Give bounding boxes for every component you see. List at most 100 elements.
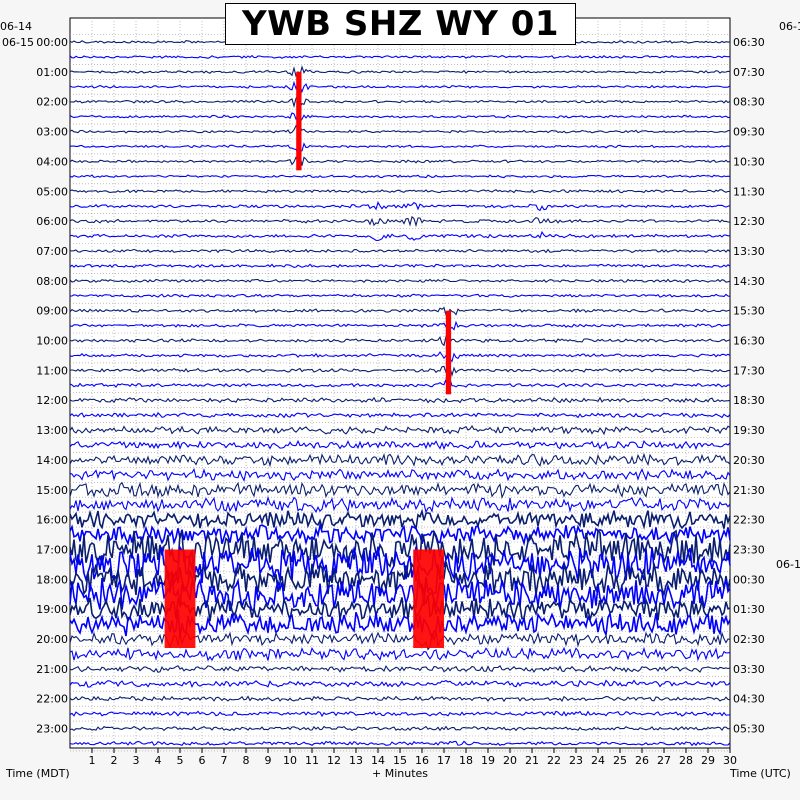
x-tick-label: 13	[349, 754, 363, 767]
left-hour-label: 17:00	[36, 544, 68, 557]
right-hour-label: 21:30	[733, 484, 765, 497]
seismic-trace	[69, 495, 731, 514]
seismic-trace	[69, 54, 730, 59]
seismic-trace	[69, 365, 731, 378]
x-tick-label: 2	[111, 754, 118, 767]
left-hour-label: 01:00	[36, 66, 68, 79]
seismic-trace	[69, 545, 731, 586]
seismic-trace	[69, 174, 731, 179]
seismic-trace	[69, 201, 731, 212]
x-tick-label: 5	[177, 754, 184, 767]
right-hour-label: 20:30	[733, 454, 765, 467]
seismic-trace	[69, 646, 731, 662]
x-tick-label: 15	[393, 754, 407, 767]
title-box: YWB SHZ WY 01	[225, 3, 576, 45]
right-hour-label: 03:30	[733, 663, 765, 676]
x-tick-label: 8	[243, 754, 250, 767]
right-hour-label: 11:30	[733, 185, 765, 198]
clipped-signal	[413, 549, 444, 648]
seismic-traces	[69, 40, 731, 747]
x-tick-label: 7	[221, 754, 228, 767]
right-hour-label: 17:30	[733, 364, 765, 377]
right-hour-label: 19:30	[733, 424, 765, 437]
right-hour-label: 00:30	[733, 573, 765, 586]
seismic-trace	[69, 452, 731, 468]
x-tick-label: 12	[327, 754, 341, 767]
clipped-signal	[164, 549, 196, 648]
seismic-trace	[69, 306, 731, 316]
x-tick-label: 19	[481, 754, 495, 767]
left-hour-label: 13:00	[36, 424, 68, 437]
left-hour-label: 20:00	[36, 633, 68, 646]
seismic-trace	[69, 695, 731, 703]
left-hour-label: 19:00	[36, 603, 68, 616]
seismic-trace	[69, 424, 731, 436]
right-hour-label: 14:30	[733, 275, 765, 288]
right-hour-label: 07:30	[733, 66, 765, 79]
right-hour-labels: 06:30 07:30 08:30 09:30 10:30 11:30 12:30 13:30…	[733, 36, 765, 736]
x-tick-label: 26	[635, 754, 649, 767]
left-date-top: 06-14	[0, 20, 32, 33]
seismic-trace	[69, 467, 731, 482]
right-hour-label: 10:30	[733, 155, 765, 168]
seismic-trace	[69, 263, 731, 269]
seismic-trace	[69, 142, 731, 155]
left-hour-label: 10:00	[36, 335, 68, 348]
left-hour-label: 00:00	[36, 36, 68, 49]
left-axis-title: Time (MDT)	[5, 767, 70, 780]
left-hour-label: 12:00	[36, 394, 68, 407]
x-tick-label: 16	[415, 754, 429, 767]
seismic-trace	[69, 112, 731, 124]
seismic-trace	[69, 351, 731, 363]
seismic-trace	[69, 80, 731, 94]
x-tick-label: 20	[503, 754, 517, 767]
right-hour-label: 06:30	[733, 36, 765, 49]
seismic-trace	[69, 377, 731, 393]
seismic-trace	[69, 725, 731, 732]
seismic-trace	[69, 508, 731, 532]
seismic-trace	[69, 248, 731, 254]
left-hour-labels: 00:00 01:00 02:00 03:00 04:00 05:00 06:00 07:00…	[36, 36, 68, 736]
clipped-signal	[296, 71, 302, 171]
left-hour-label: 22:00	[36, 693, 68, 706]
x-tick-label: 10	[283, 754, 297, 767]
left-hour-label: 18:00	[36, 573, 68, 586]
left-hour-label: 16:00	[36, 514, 68, 527]
left-hour-label: 11:00	[36, 364, 68, 377]
x-tick-label: 30	[723, 754, 737, 767]
x-tick-label: 6	[199, 754, 206, 767]
grid	[70, 18, 730, 752]
seismic-trace	[69, 439, 731, 451]
seismic-trace	[69, 740, 731, 747]
right-hour-label: 02:30	[733, 633, 765, 646]
left-hour-label: 07:00	[36, 245, 68, 258]
right-hour-label: 05:30	[733, 723, 765, 736]
x-axis-ticks: 1 2 3 4 5 6 7 8 9 10 11 12 13 14 15 16 17 18 19 20 21 22 23 24 2…	[89, 748, 737, 767]
left-date-first: 06-15	[2, 36, 34, 49]
x-tick-label: 3	[133, 754, 140, 767]
right-hour-label: 22:30	[733, 514, 765, 527]
x-tick-label: 28	[679, 754, 693, 767]
left-hour-label: 03:00	[36, 126, 68, 139]
seismic-trace	[69, 293, 731, 298]
right-hour-label: 08:30	[733, 96, 765, 109]
right-hour-label: 23:30	[733, 544, 765, 557]
seismic-trace	[69, 396, 731, 404]
seismic-trace	[69, 319, 731, 331]
left-hour-label: 21:00	[36, 663, 68, 676]
seismic-trace	[69, 278, 731, 284]
x-axis-label: + Minutes	[372, 767, 428, 780]
x-tick-label: 23	[569, 754, 583, 767]
x-tick-label: 9	[265, 754, 272, 767]
seismic-trace	[69, 154, 731, 166]
x-tick-label: 17	[437, 754, 451, 767]
x-tick-label: 24	[591, 754, 605, 767]
left-hour-label: 05:00	[36, 185, 68, 198]
x-tick-label: 4	[155, 754, 162, 767]
left-hour-label: 08:00	[36, 275, 68, 288]
x-tick-label: 29	[701, 754, 715, 767]
right-hour-label: 12:30	[733, 215, 765, 228]
left-hour-label: 02:00	[36, 96, 68, 109]
clipped-signal	[445, 310, 452, 395]
